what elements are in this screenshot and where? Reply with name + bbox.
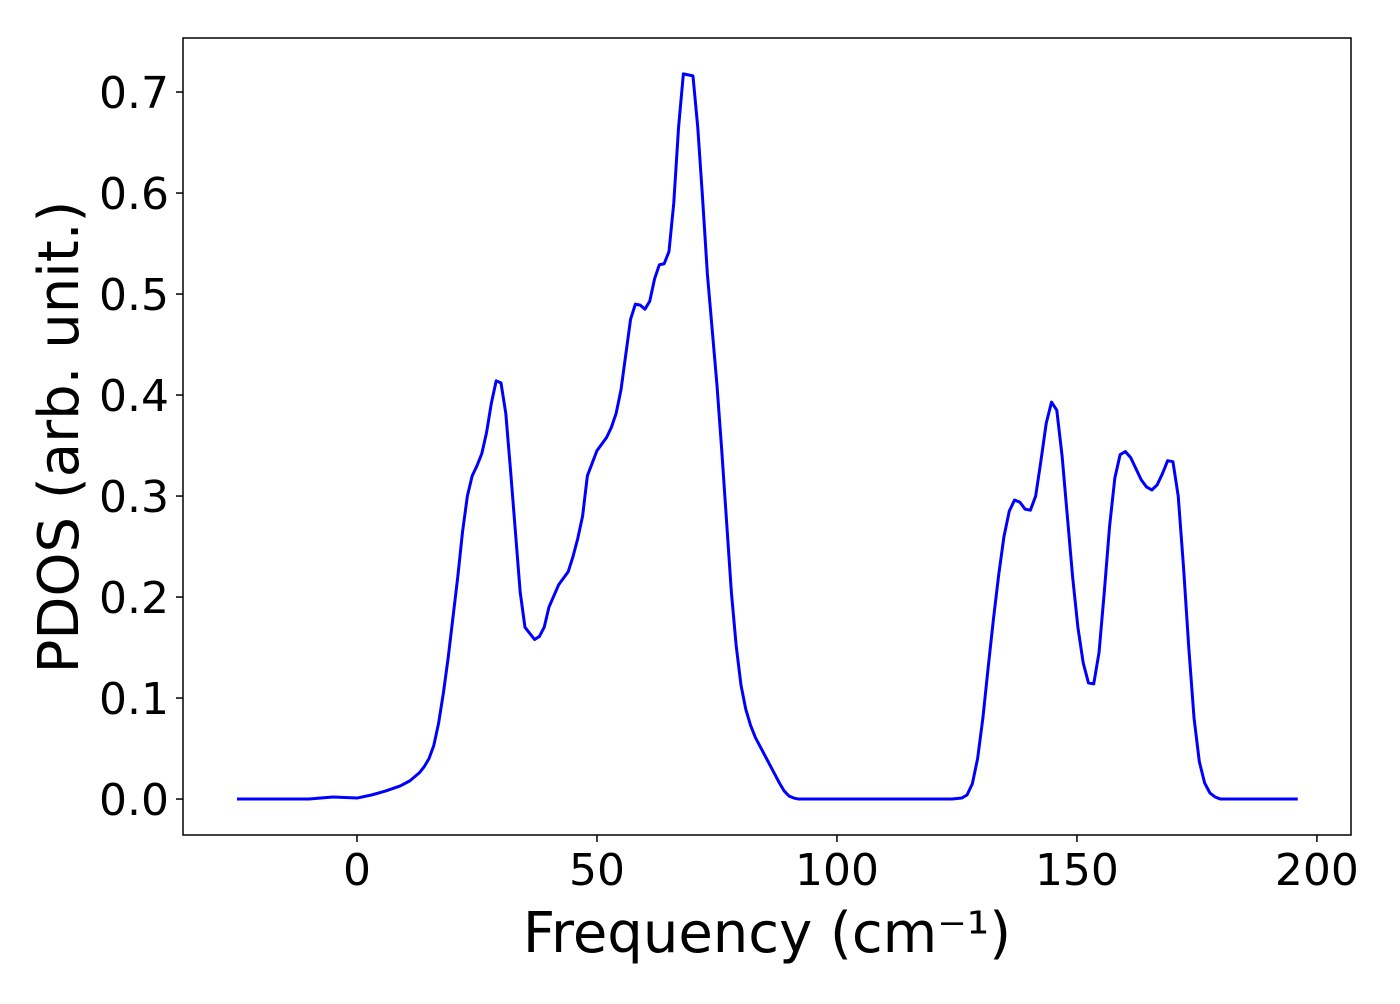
- x-tick-label: 0: [343, 845, 371, 896]
- y-tick-label: 0.7: [99, 68, 169, 119]
- x-tick-label: 200: [1275, 845, 1359, 896]
- plot-frame: [182, 37, 1352, 836]
- y-tick-label: 0.0: [99, 775, 169, 826]
- y-tick-label: 0.5: [99, 270, 169, 321]
- y-tick-label: 0.1: [99, 674, 169, 725]
- y-tick-label: 0.2: [99, 573, 169, 624]
- x-tick-label: 150: [1035, 845, 1119, 896]
- x-axis-label: Frequency (cm⁻¹): [523, 901, 1011, 966]
- x-tick-label: 100: [795, 845, 879, 896]
- y-axis-label: PDOS (arb. unit.): [27, 201, 92, 674]
- data-line: [236, 72, 1298, 801]
- y-tick-label: 0.6: [99, 169, 169, 220]
- x-tick-label: 50: [569, 845, 625, 896]
- y-tick-label: 0.3: [99, 472, 169, 523]
- y-tick-label: 0.4: [99, 371, 169, 422]
